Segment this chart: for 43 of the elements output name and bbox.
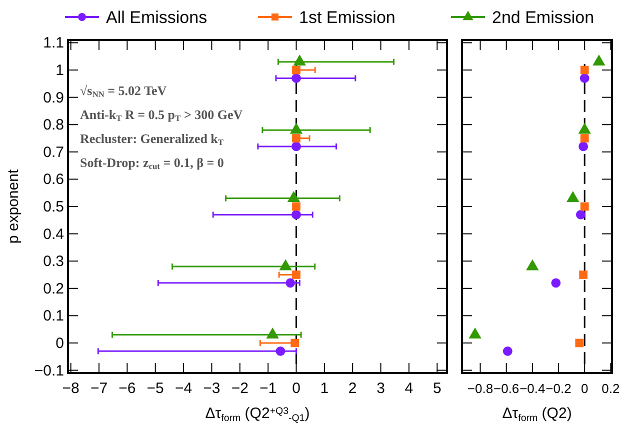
x-tick-label: 3: [376, 380, 385, 397]
x-tick-label: −1: [260, 380, 277, 397]
y-tick-label: 0.7: [43, 144, 64, 161]
annotation: Anti-k$_{T}$ R = 0.5 p$_{T}$ > 300 GeV: [80, 107, 244, 123]
y-tick-label: 1.1: [43, 34, 64, 52]
x-tick-label: 4: [404, 380, 414, 397]
x-tick-label: 1: [320, 380, 329, 397]
y-axis-title: p exponent: [5, 168, 22, 244]
legend-label: 2nd Emission: [492, 8, 594, 27]
x-axis-title: Δτ$_{form}$ (Q2$^{+Q3}$$_{-Q1}$): [205, 405, 310, 424]
x-tick-label: 5: [432, 380, 442, 397]
y-tick-label: 0.2: [43, 280, 64, 298]
y-tick-label: 0.4: [43, 226, 64, 243]
x-tick-label: −6: [118, 380, 136, 397]
x-axis-title: Δτ$_{form}$ (Q2): [502, 405, 572, 424]
x-tick-label: −0.6: [494, 381, 520, 396]
y-tick-label: 0.3: [43, 253, 64, 270]
x-tick-label: −8: [62, 380, 80, 397]
y-tick-label: 0.5: [43, 198, 64, 216]
x-tick-label: −7: [90, 380, 108, 397]
y-tick-label: 0.8: [43, 116, 64, 134]
x-tick-label: 0: [292, 380, 300, 397]
x-tick-label: −5: [146, 380, 164, 397]
x-tick-label: −0.2: [546, 381, 572, 396]
x-tick-label: −3: [203, 380, 220, 397]
y-tick-label: 0.9: [43, 89, 64, 106]
x-tick-label: 0: [580, 381, 588, 396]
legend-label: All Emissions: [106, 8, 208, 27]
legend-label: 1st Emission: [299, 8, 396, 27]
annotation: Recluster: Generalized k$_{T}$: [80, 131, 224, 147]
x-tick-label: 0.2: [602, 381, 620, 396]
x-tick-label: −2: [231, 380, 248, 397]
x-tick-label: −0.4: [520, 381, 546, 396]
annotation: Soft-Drop: z$_{cut}$ = 0.1, β = 0: [80, 155, 224, 171]
x-tick-label: 2: [348, 380, 357, 397]
x-tick-label: −0.8: [467, 381, 494, 396]
y-tick-label: −0.1: [34, 362, 64, 380]
y-tick-label: 0.1: [43, 308, 64, 325]
annotation: √s$_{NN}$ = 5.02 TeV: [80, 83, 168, 99]
y-tick-label: 1: [56, 62, 64, 80]
x-tick-label: −4: [174, 380, 192, 397]
y-tick-label: 0: [56, 334, 64, 352]
y-tick-label: 0.6: [43, 171, 64, 188]
